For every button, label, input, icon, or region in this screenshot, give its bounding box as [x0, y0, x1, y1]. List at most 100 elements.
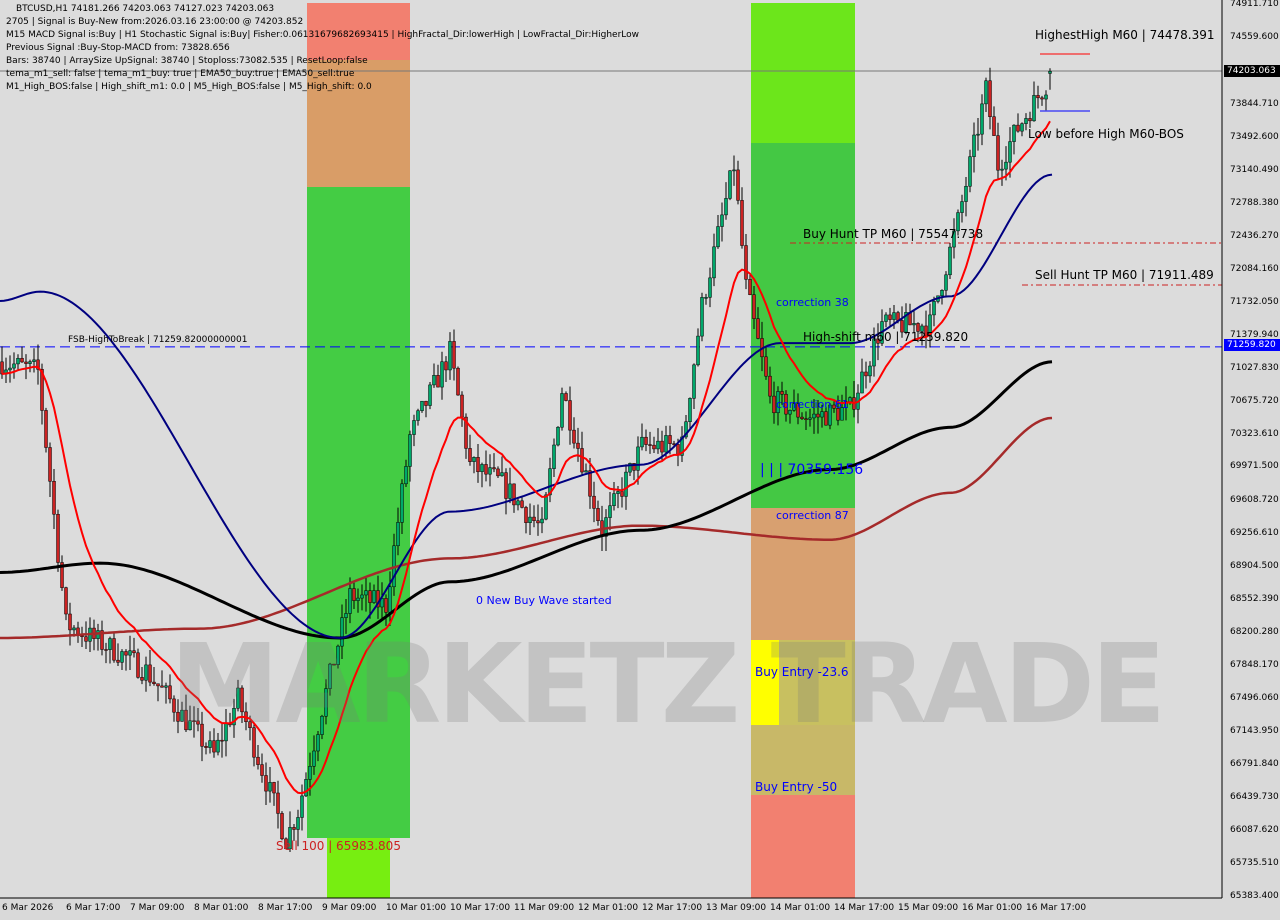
candle: [132, 650, 136, 654]
price-tick: 72788.380: [1230, 197, 1279, 208]
candle: [660, 440, 664, 453]
candle: [512, 483, 516, 506]
candle: [160, 685, 164, 688]
candle: [124, 651, 128, 656]
candle: [24, 361, 28, 364]
candle: [328, 663, 332, 689]
candle: [376, 590, 380, 608]
candle: [400, 483, 404, 523]
high-shift-label: High-shift m60 | 71259.820: [803, 330, 969, 344]
candle: [752, 294, 756, 319]
candle: [540, 518, 544, 524]
candle: [596, 508, 600, 521]
candle: [552, 444, 556, 469]
candle: [248, 721, 252, 728]
candle: [892, 312, 896, 320]
candle: [628, 463, 632, 473]
candle: [144, 664, 148, 681]
candle: [692, 364, 696, 399]
candle: [1028, 118, 1032, 122]
candle: [152, 681, 156, 684]
candle: [864, 371, 868, 377]
candle: [788, 410, 792, 415]
candle: [652, 444, 656, 450]
candle: [404, 466, 408, 485]
candle: [688, 398, 692, 422]
candle: [276, 792, 280, 814]
candle: [584, 470, 588, 473]
candle: [240, 687, 244, 713]
candle: [1020, 123, 1024, 132]
candle: [840, 407, 844, 421]
candle: [780, 391, 784, 395]
candle: [696, 335, 700, 366]
time-tick: 14 Mar 17:00: [834, 903, 895, 913]
candle: [844, 401, 848, 408]
candle: [1044, 94, 1048, 100]
candle: [56, 513, 60, 563]
candle: [948, 246, 952, 276]
candle: [260, 764, 264, 776]
candle: [716, 226, 720, 248]
candle: [484, 464, 488, 475]
candle: [52, 481, 56, 515]
time-tick: 8 Mar 17:00: [258, 903, 313, 913]
candle: [708, 277, 712, 298]
candle: [48, 447, 52, 482]
candle: [164, 685, 168, 688]
low-before-high-label: Low before High M60-BOS: [1028, 127, 1184, 141]
info-line: Previous Signal :Buy-Stop-MACD from: 738…: [6, 43, 230, 53]
price-tick: 74911.710: [1230, 0, 1279, 9]
candle: [872, 338, 876, 367]
correction-38-label: correction 38: [776, 296, 849, 309]
candle: [608, 505, 612, 518]
candle: [348, 588, 352, 614]
candle: [300, 795, 304, 818]
candle: [740, 200, 744, 246]
candle: [944, 274, 948, 291]
price-tick: 65383.400: [1230, 891, 1279, 901]
price-tick: 69256.610: [1230, 528, 1279, 539]
candle: [384, 598, 388, 613]
candle: [664, 435, 668, 453]
candle: [736, 169, 740, 201]
time-tick: 7 Mar 09:00: [130, 903, 185, 913]
candle: [916, 323, 920, 332]
candle: [536, 520, 540, 524]
correction-zone-top: [751, 3, 855, 143]
highest-high-label: HighestHigh M60 | 74478.391: [1035, 28, 1215, 42]
candle: [1012, 124, 1016, 142]
info-line: Bars: 38740 | ArraySize UpSignal: 38740 …: [6, 56, 368, 66]
candle: [888, 314, 892, 320]
candle: [680, 436, 684, 456]
candle: [756, 318, 760, 339]
candle: [268, 782, 272, 792]
candle: [1024, 118, 1028, 124]
price-tick: 71379.940: [1230, 329, 1279, 340]
time-tick: 8 Mar 01:00: [194, 903, 249, 913]
candle: [964, 185, 968, 202]
candle: [572, 429, 576, 444]
candle: [472, 457, 476, 462]
candle: [184, 709, 188, 731]
candle: [264, 775, 268, 792]
candle: [316, 734, 320, 752]
price-tick: 66791.840: [1230, 759, 1279, 770]
ema-mid-line: [0, 173, 1053, 640]
candle: [16, 358, 20, 365]
candle: [180, 709, 184, 722]
candle: [492, 467, 496, 470]
time-tick: 13 Mar 09:00: [706, 903, 767, 913]
price-tick: 69608.720: [1230, 495, 1279, 506]
time-tick: 10 Mar 01:00: [386, 903, 447, 913]
entry-zone-50: [751, 725, 855, 795]
symbol-line: BTCUSD,H1 74181.266 74203.063 74127.023 …: [16, 4, 275, 14]
candle: [284, 838, 288, 850]
candle: [420, 400, 424, 411]
candle: [620, 491, 624, 497]
candle: [424, 400, 428, 406]
candle: [0, 361, 4, 375]
candle: [904, 312, 908, 333]
price-tick: 73844.710: [1230, 98, 1279, 109]
